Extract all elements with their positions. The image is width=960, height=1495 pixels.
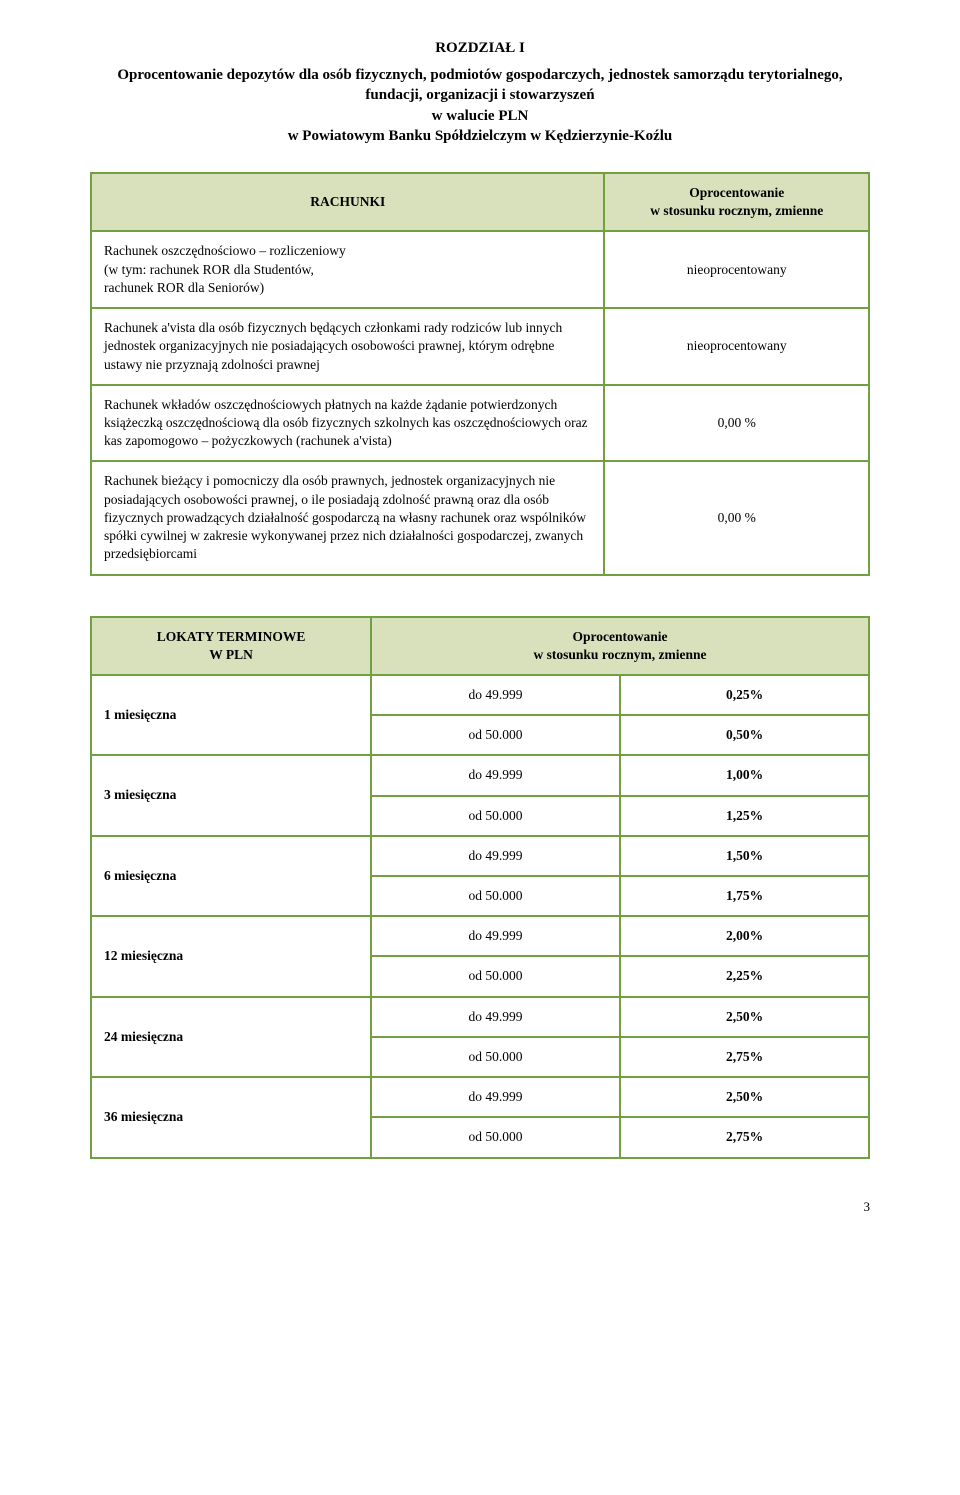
- rate-high: 2,25%: [620, 956, 869, 996]
- table-row: Rachunek bieżący i pomocniczy dla osób p…: [91, 461, 869, 574]
- rate-low: 1,00%: [620, 755, 869, 795]
- account-value: nieoprocentowany: [604, 231, 869, 308]
- accounts-header-left: RACHUNKI: [91, 173, 604, 231]
- rate-low: 1,50%: [620, 836, 869, 876]
- table-row: 36 miesięczna do 49.999 2,50%: [91, 1077, 869, 1117]
- account-label: Rachunek bieżący i pomocniczy dla osób p…: [91, 461, 604, 574]
- threshold-high: od 50.000: [371, 1117, 620, 1157]
- term-label: 1 miesięczna: [91, 675, 371, 755]
- deposits-table: LOKATY TERMINOWEW PLN Oprocentowaniew st…: [90, 616, 870, 1159]
- threshold-low: do 49.999: [371, 916, 620, 956]
- rate-high: 2,75%: [620, 1037, 869, 1077]
- threshold-high: od 50.000: [371, 1037, 620, 1077]
- account-label: Rachunek oszczędnościowo – rozliczeniowy…: [91, 231, 604, 308]
- threshold-high: od 50.000: [371, 956, 620, 996]
- term-label: 24 miesięczna: [91, 997, 371, 1077]
- account-label: Rachunek wkładów oszczędnościowych płatn…: [91, 385, 604, 462]
- section-heading: ROZDZIAŁ I: [90, 40, 870, 57]
- account-value: nieoprocentowany: [604, 308, 869, 385]
- table-row: 3 miesięczna do 49.999 1,00%: [91, 755, 869, 795]
- rate-low: 0,25%: [620, 675, 869, 715]
- term-label: 6 miesięczna: [91, 836, 371, 916]
- threshold-high: od 50.000: [371, 876, 620, 916]
- table-row: 1 miesięczna do 49.999 0,25%: [91, 675, 869, 715]
- threshold-low: do 49.999: [371, 836, 620, 876]
- rate-low: 2,50%: [620, 997, 869, 1037]
- rate-high: 1,25%: [620, 796, 869, 836]
- rate-high: 1,75%: [620, 876, 869, 916]
- rate-high: 0,50%: [620, 715, 869, 755]
- table-row: 6 miesięczna do 49.999 1,50%: [91, 836, 869, 876]
- account-label: Rachunek a'vista dla osób fizycznych będ…: [91, 308, 604, 385]
- accounts-table: RACHUNKI Oprocentowaniew stosunku roczny…: [90, 172, 870, 576]
- threshold-high: od 50.000: [371, 796, 620, 836]
- threshold-low: do 49.999: [371, 755, 620, 795]
- rate-low: 2,00%: [620, 916, 869, 956]
- threshold-low: do 49.999: [371, 1077, 620, 1117]
- rate-low: 2,50%: [620, 1077, 869, 1117]
- threshold-low: do 49.999: [371, 997, 620, 1037]
- table-row: Rachunek wkładów oszczędnościowych płatn…: [91, 385, 869, 462]
- rate-high: 2,75%: [620, 1117, 869, 1157]
- section-subtitle: Oprocentowanie depozytów dla osób fizycz…: [90, 65, 870, 146]
- table-row: Rachunek a'vista dla osób fizycznych będ…: [91, 308, 869, 385]
- table-row: 12 miesięczna do 49.999 2,00%: [91, 916, 869, 956]
- deposits-header-left: LOKATY TERMINOWEW PLN: [91, 617, 371, 675]
- table-row: Rachunek oszczędnościowo – rozliczeniowy…: [91, 231, 869, 308]
- threshold-high: od 50.000: [371, 715, 620, 755]
- deposits-header-right: Oprocentowaniew stosunku rocznym, zmienn…: [371, 617, 869, 675]
- page-number: 3: [90, 1199, 870, 1215]
- term-label: 12 miesięczna: [91, 916, 371, 996]
- account-value: 0,00 %: [604, 461, 869, 574]
- term-label: 3 miesięczna: [91, 755, 371, 835]
- account-value: 0,00 %: [604, 385, 869, 462]
- accounts-header-right: Oprocentowaniew stosunku rocznym, zmienn…: [604, 173, 869, 231]
- term-label: 36 miesięczna: [91, 1077, 371, 1157]
- table-row: 24 miesięczna do 49.999 2,50%: [91, 997, 869, 1037]
- threshold-low: do 49.999: [371, 675, 620, 715]
